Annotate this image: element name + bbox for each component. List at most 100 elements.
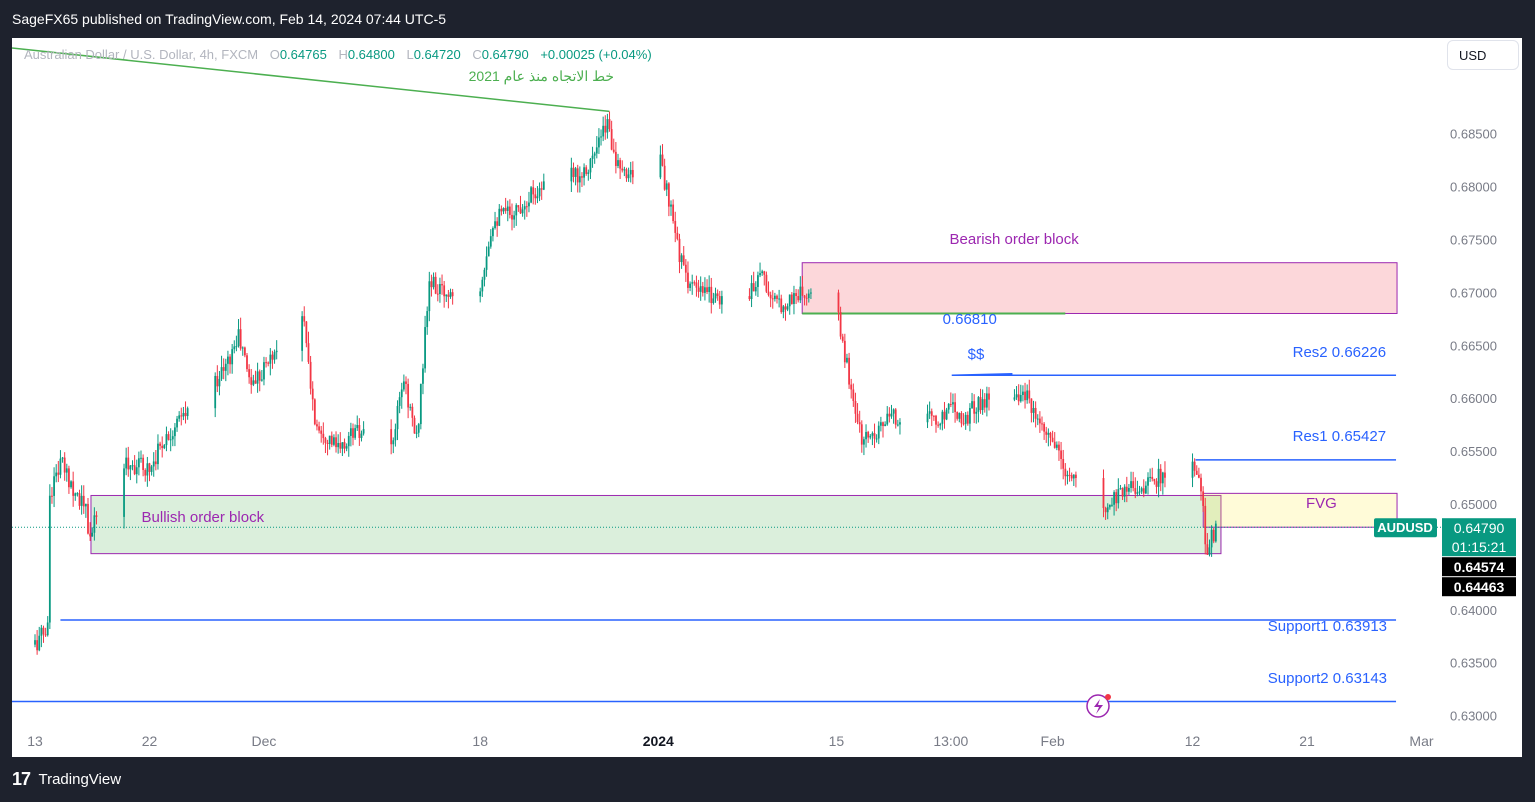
candle-body <box>267 362 270 364</box>
candle-body <box>220 367 223 379</box>
candle-body <box>163 445 166 449</box>
candle-body <box>127 457 130 470</box>
candle-body <box>354 428 357 438</box>
candle-body <box>882 422 884 427</box>
publish-info: SageFX65 published on TradingView.com, F… <box>12 11 447 27</box>
currency-button[interactable]: USD <box>1447 40 1519 70</box>
footer-brand[interactable]: 17 TradingView <box>12 769 121 791</box>
candle-body <box>252 380 255 385</box>
fvg-zone <box>1202 492 1398 528</box>
candle-body <box>316 424 318 427</box>
last-price-tag-bg <box>1442 518 1516 557</box>
candle-body <box>591 155 594 159</box>
candle-body <box>837 292 840 313</box>
candle-body <box>1026 390 1029 401</box>
candle-body <box>773 295 776 299</box>
candle-body <box>928 411 931 414</box>
candle-body <box>757 275 759 287</box>
candle-body <box>930 411 933 416</box>
x-tick-label: 13:00 <box>933 733 968 749</box>
candle-body <box>1108 504 1111 508</box>
candle-body <box>93 515 96 533</box>
candle-body <box>303 316 306 322</box>
candle-body <box>877 425 880 439</box>
candle-body <box>710 286 713 304</box>
candle-body <box>63 457 66 473</box>
candle-body <box>532 187 535 195</box>
candle-body <box>977 397 980 412</box>
candlestick-chart[interactable]: خط الاتجاه منذ عام 2021 Bearish order blo… <box>12 38 1522 757</box>
candle-body <box>521 209 524 214</box>
candle-body <box>1060 450 1062 459</box>
candle-body <box>525 206 528 208</box>
candle-body <box>313 399 316 425</box>
x-tick-label: 21 <box>1299 733 1315 749</box>
candle-body <box>1197 474 1200 478</box>
candle-body <box>625 169 628 179</box>
candle-body <box>343 442 346 449</box>
candle-body <box>159 443 161 446</box>
candle-body <box>932 415 935 417</box>
candle-body <box>407 383 410 408</box>
candle-body <box>176 418 178 428</box>
candle-body <box>1049 432 1052 438</box>
candle-body <box>947 404 950 410</box>
candle-body <box>952 402 954 405</box>
candle-body <box>1068 474 1071 476</box>
candle-body <box>504 207 507 211</box>
candle-body <box>1130 481 1132 488</box>
candle-body <box>879 422 882 426</box>
chart-panel[interactable]: خط الاتجاه منذ عام 2021 Bearish order blo… <box>12 38 1522 757</box>
candle-body <box>581 176 583 178</box>
candle-body <box>390 429 393 445</box>
candle-body <box>886 413 889 425</box>
candle-body <box>345 446 348 449</box>
candle-body <box>593 153 596 156</box>
candle-body <box>780 298 783 313</box>
candle-body <box>144 469 147 476</box>
candle-body <box>1200 477 1202 492</box>
candle-body <box>807 293 810 299</box>
candle-body <box>324 438 327 443</box>
candle-body <box>1212 529 1215 542</box>
candle-body <box>263 362 265 380</box>
y-tick-label: 0.68000 <box>1450 180 1497 195</box>
y-tick-label: 0.64000 <box>1450 603 1497 618</box>
candle-body <box>76 493 79 495</box>
candle-body <box>309 361 312 389</box>
candle-body <box>422 368 424 384</box>
candle-body <box>684 264 687 273</box>
candle-body <box>1214 523 1217 542</box>
candle-body <box>846 357 848 363</box>
candle-body <box>667 183 670 207</box>
candle-body <box>256 371 259 384</box>
candle-body <box>411 406 414 418</box>
candle-body <box>935 415 937 425</box>
candle-body <box>848 357 850 385</box>
candle-body <box>330 435 333 445</box>
candle-body <box>248 369 251 378</box>
candle-body <box>1051 437 1054 442</box>
candle-body <box>598 137 600 148</box>
candle-body <box>771 298 774 300</box>
candle-body <box>843 340 846 363</box>
candle-body <box>1058 444 1060 451</box>
candle-body <box>612 149 615 152</box>
candle-body <box>530 187 532 203</box>
candle-body <box>500 208 503 212</box>
candle-body <box>619 160 622 169</box>
candle-body <box>682 255 685 265</box>
candle-body <box>585 167 588 174</box>
candle-body <box>672 204 675 222</box>
candle-body <box>614 151 617 166</box>
candle-body <box>515 205 518 216</box>
candle-body <box>1123 486 1126 497</box>
candle-body <box>131 465 134 467</box>
candle-body <box>84 503 87 507</box>
candle-body <box>899 422 901 425</box>
candle-body <box>790 294 793 304</box>
candle-body <box>169 439 172 441</box>
candle-body <box>72 481 75 496</box>
chart-background <box>12 38 1522 757</box>
candle-body <box>623 169 626 171</box>
